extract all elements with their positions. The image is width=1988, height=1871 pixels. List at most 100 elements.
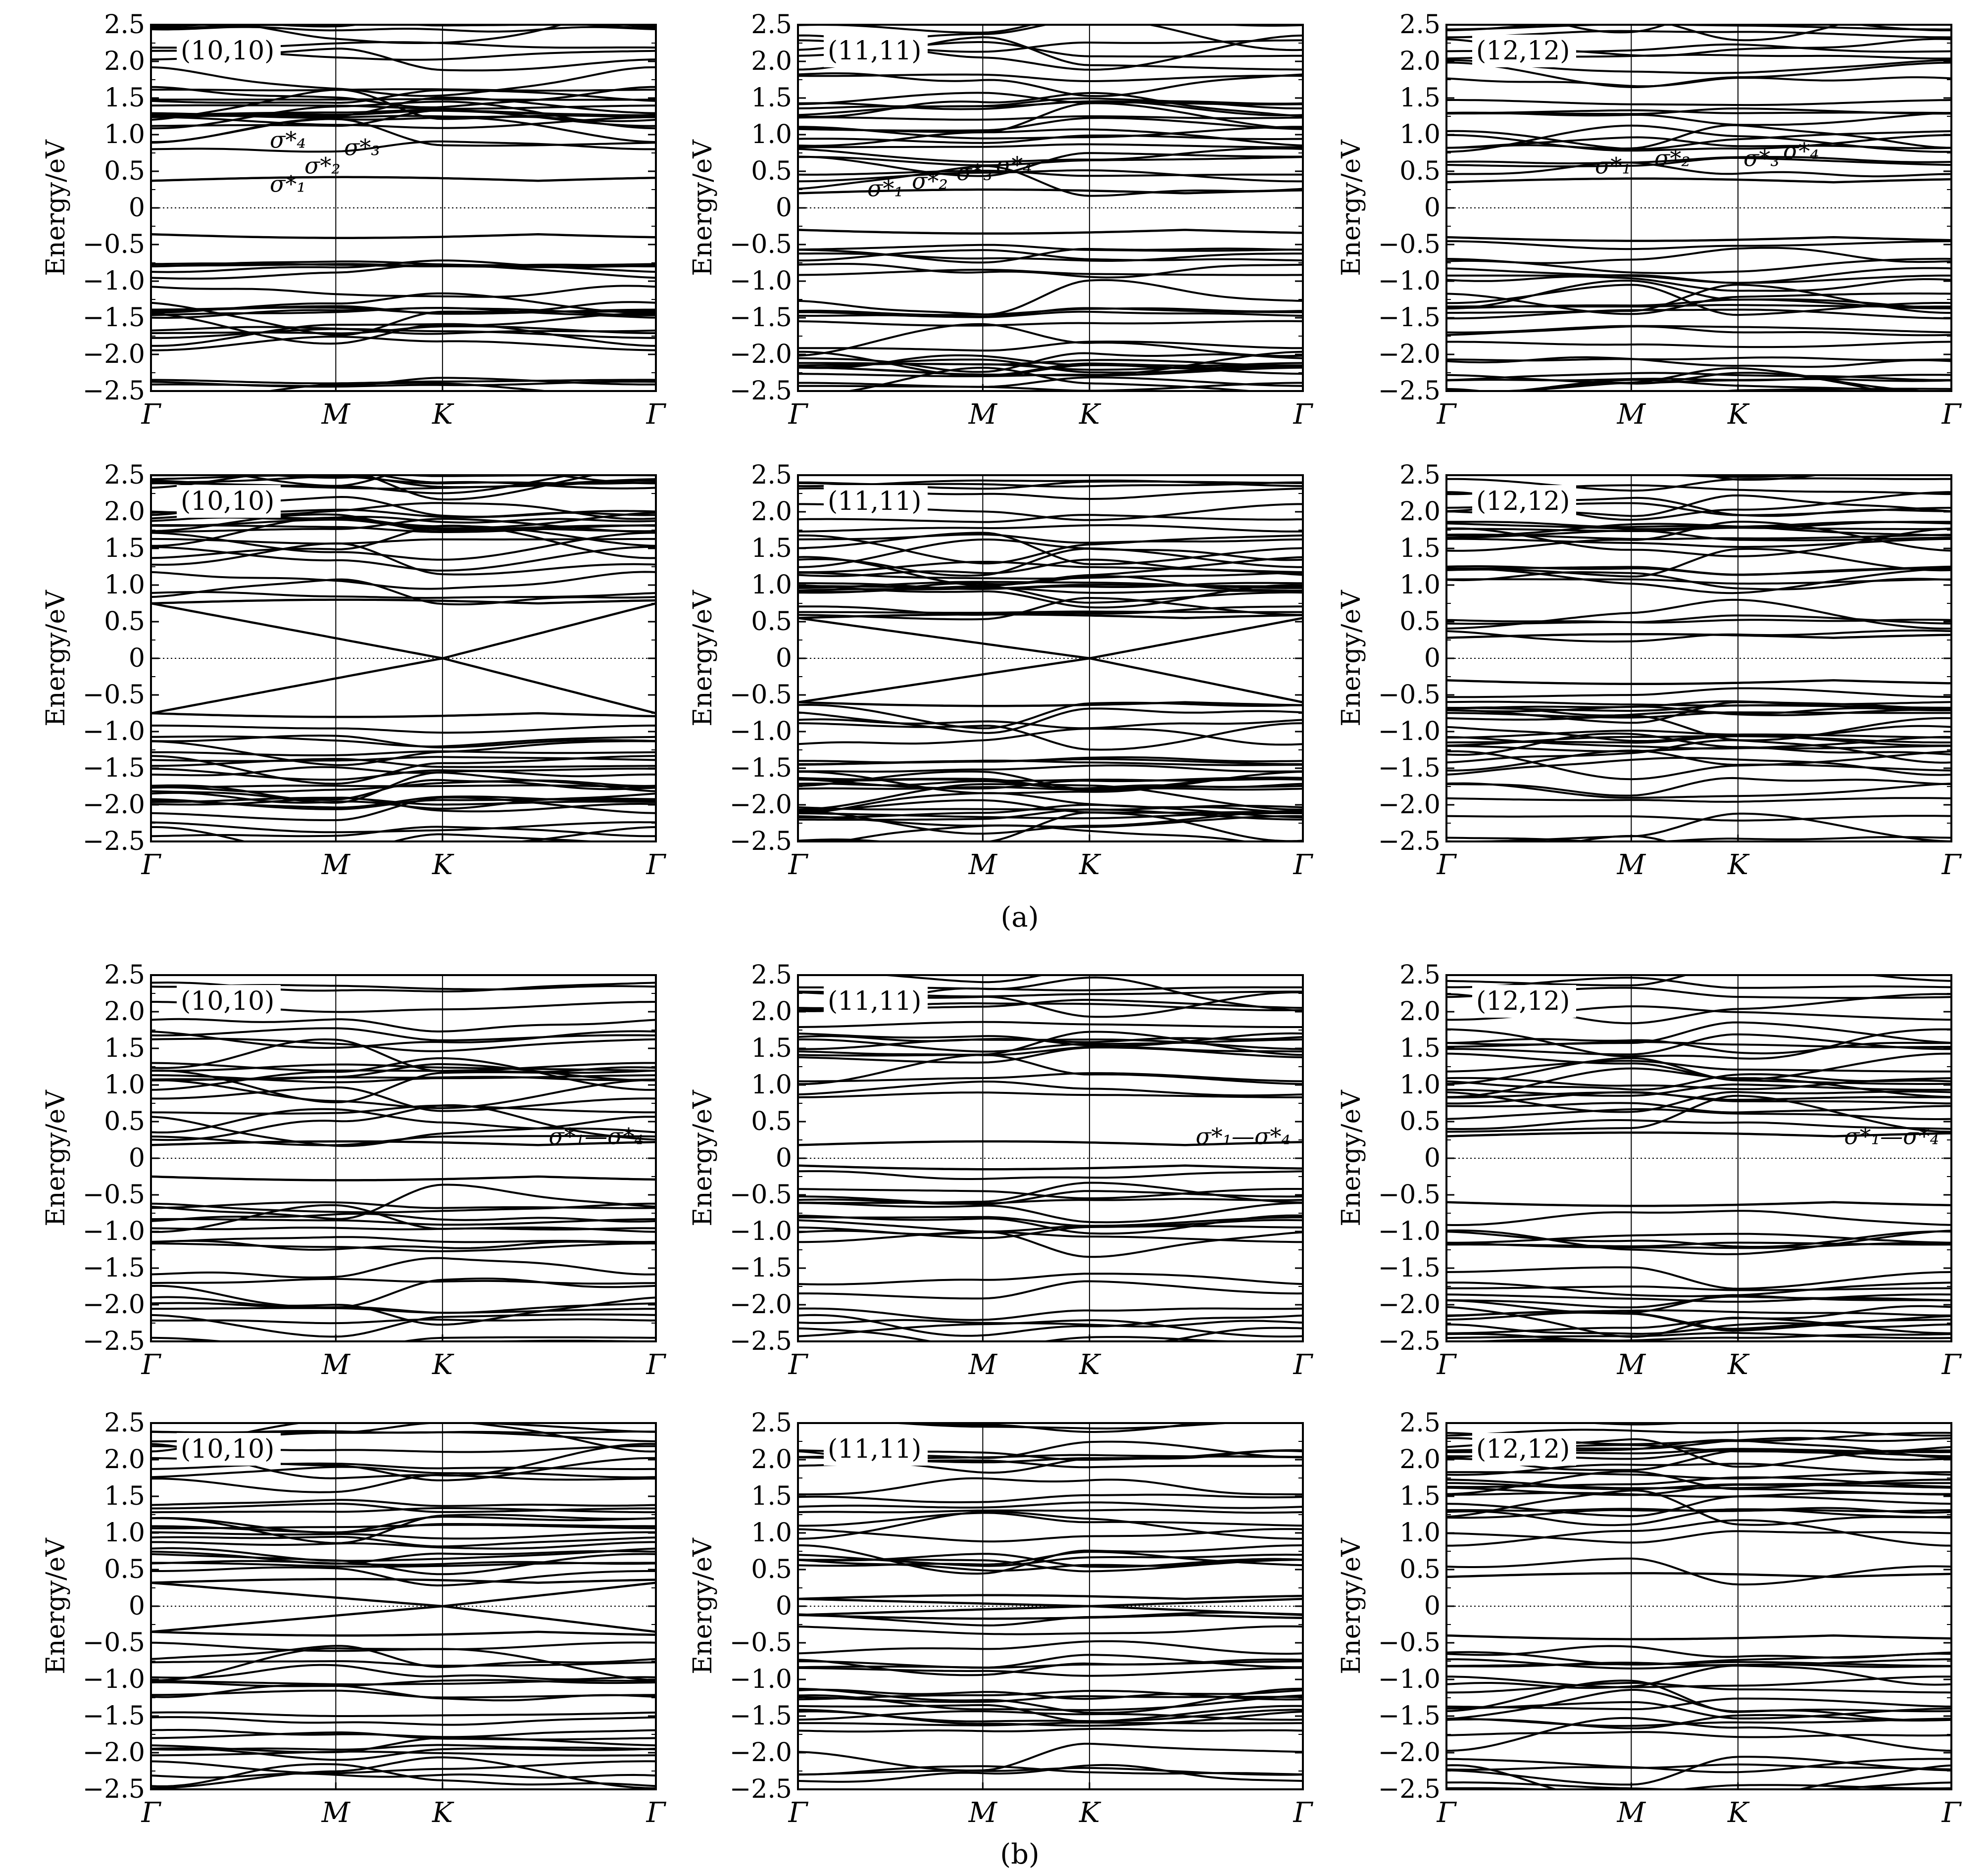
- conduction-band-edge: [1446, 1131, 1951, 1137]
- conduction-band: [798, 1038, 1303, 1053]
- band-lines: [1446, 975, 1951, 1341]
- chirality-label-bg: [1472, 35, 1576, 67]
- y-axis-label: Energy/eV: [688, 1089, 718, 1227]
- k-point-label: M: [321, 398, 351, 431]
- conduction-band: [1446, 61, 1951, 88]
- conduction-band: [151, 1079, 656, 1109]
- y-tick-label: 2.5: [751, 460, 792, 490]
- valence-band: [151, 326, 656, 335]
- y-tick-label: −2.5: [83, 376, 145, 406]
- band-panel-6: 2.5 2.0 1.5 1.0 0.5 0 −0.5 −1.0 −1.5 −2.0 −2.5 Ener…: [1337, 460, 1962, 881]
- conduction-band: [151, 1535, 656, 1548]
- k-point-label: K: [1727, 1349, 1750, 1381]
- dirac-band-lower: [151, 657, 656, 715]
- conduction-band: [798, 1511, 1303, 1540]
- conduction-band: [1446, 1448, 1951, 1471]
- conduction-band: [1446, 1091, 1951, 1105]
- y-tick-label: −2.5: [83, 827, 145, 856]
- valence-band: [151, 285, 656, 298]
- conduction-band: [151, 114, 656, 119]
- chirality-label-bg: [824, 35, 928, 67]
- valence-band: [1446, 1675, 1951, 1688]
- chirality-label: (10,10): [181, 1434, 274, 1464]
- k-point-label: K: [1079, 398, 1101, 431]
- valence-band: [1446, 372, 1951, 381]
- valence-band: [151, 1227, 656, 1231]
- valence-band: [1446, 1665, 1951, 1689]
- conduction-band: [798, 1081, 1303, 1097]
- band-lines: [798, 25, 1303, 391]
- conduction-band: [151, 1462, 656, 1471]
- chirality-label: (12,12): [1476, 36, 1570, 66]
- conduction-band-edge: [798, 1594, 1303, 1600]
- y-tick-label: −1.0: [83, 1217, 145, 1246]
- valence-band: [151, 1183, 656, 1220]
- y-axis-label: Energy/eV: [1337, 1089, 1366, 1227]
- y-tick-label: 0: [776, 1143, 792, 1173]
- y-axis-label: Energy/eV: [41, 590, 71, 727]
- y-tick-label: 2.0: [751, 497, 792, 527]
- valence-band: [798, 1704, 1303, 1723]
- conduction-band: [151, 1037, 656, 1052]
- conduction-band: [363, 475, 598, 501]
- band-panel-9: 2.5 2.0 1.5 1.0 0.5 0 −0.5 −1.0 −1.5 −2.0 −2.5 Ener…: [1337, 960, 1962, 1381]
- y-tick-label: −2.5: [83, 1327, 145, 1356]
- conduction-band: [1446, 130, 1951, 150]
- k-point-label: K: [1727, 1797, 1750, 1829]
- valence-band: [1446, 749, 1951, 772]
- k-point-label: K: [432, 398, 454, 431]
- y-tick-label: 2.5: [104, 10, 145, 40]
- valence-band: [798, 1273, 1303, 1285]
- valence-band: [151, 380, 656, 388]
- conduction-band: [1446, 527, 1951, 532]
- conduction-band: [1446, 1508, 1951, 1519]
- y-tick-label: 2.5: [1399, 10, 1441, 40]
- valence-band: [151, 1664, 656, 1680]
- y-tick-label: 2.5: [104, 960, 145, 990]
- y-tick-label: 1.5: [104, 1034, 145, 1063]
- conduction-band: [798, 1512, 1303, 1527]
- valence-band: [798, 358, 1303, 374]
- conduction-band: [1446, 1507, 1951, 1526]
- chirality-label: (12,12): [1476, 986, 1570, 1016]
- k-point-label: Γ: [1941, 1349, 1962, 1381]
- k-point-label: Γ: [1437, 849, 1457, 881]
- y-axis-label: Energy/eV: [688, 1537, 718, 1674]
- band-lines: [1446, 25, 1951, 391]
- conduction-band: [1446, 1482, 1951, 1490]
- y-tick-label: 2.0: [751, 997, 792, 1027]
- y-tick-label: −0.5: [83, 1180, 145, 1210]
- valence-band: [798, 1182, 1303, 1204]
- valence-band: [1446, 782, 1951, 799]
- valence-band: [798, 812, 1303, 820]
- y-tick-label: 2.0: [1399, 497, 1441, 527]
- y-tick-label: 2.5: [1399, 460, 1441, 490]
- k-point-label: M: [968, 1349, 998, 1381]
- conduction-band: [1446, 567, 1951, 594]
- k-point-label: Γ: [788, 849, 809, 881]
- conduction-band: [1446, 1028, 1951, 1060]
- valence-band-edge: [798, 701, 1303, 707]
- valence-band: [798, 722, 1303, 751]
- y-tick-label: −1.5: [83, 1701, 145, 1731]
- conduction-band: [1446, 1052, 1951, 1081]
- valence-band: [798, 1198, 1303, 1205]
- valence-band: [151, 756, 656, 762]
- valence-band-edge: [798, 1164, 1303, 1171]
- y-tick-label: −1.5: [730, 303, 792, 333]
- valence-band: [1446, 1266, 1951, 1290]
- valence-band: [1446, 725, 1951, 742]
- y-tick-label: 2.5: [751, 10, 792, 40]
- y-tick-label: 2.5: [1399, 1408, 1441, 1438]
- conduction-band: [1446, 1060, 1951, 1073]
- conduction-band: [1446, 1090, 1951, 1113]
- conduction-band: [1446, 1057, 1951, 1085]
- valence-band: [151, 724, 656, 734]
- valence-band: [1446, 1682, 1951, 1694]
- y-tick-label: −0.5: [730, 1628, 792, 1658]
- conduction-band: [151, 480, 656, 490]
- chirality-label: (11,11): [828, 1434, 921, 1464]
- conduction-band: [798, 596, 1303, 621]
- valence-band: [1446, 304, 1951, 308]
